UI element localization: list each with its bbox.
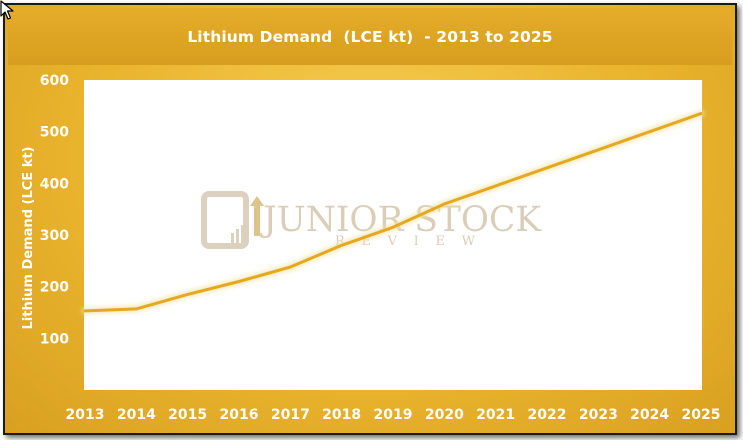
y-tick-label: 600 — [40, 73, 69, 89]
x-tick-label: 2019 — [374, 407, 413, 423]
x-tick-label: 2024 — [630, 407, 669, 423]
series-group — [81, 110, 705, 315]
x-tick-label: 2013 — [66, 407, 105, 423]
y-axis-label: Lithium Demand (LCE kt) — [21, 147, 36, 330]
x-axis-ticks: 2013 2014 2015 2016 2017 2018 2019 2020 2021 2022… — [66, 407, 721, 423]
x-tick-label: 2015 — [168, 407, 207, 423]
y-tick-label: 200 — [40, 280, 69, 296]
y-tick-label: 400 — [40, 176, 69, 192]
chart-title: Lithium Demand (LCE kt) - 2013 to 2025 — [187, 27, 553, 46]
x-tick-label: 2017 — [271, 407, 310, 423]
x-tick-label: 2022 — [528, 407, 567, 423]
y-tick-label: 300 — [40, 228, 69, 244]
mouse-pointer-icon — [0, 0, 14, 20]
x-tick-label: 2014 — [117, 407, 156, 423]
x-tick-label: 2025 — [682, 407, 721, 423]
title-bar: Lithium Demand (LCE kt) - 2013 to 2025 — [8, 8, 732, 65]
x-tick-label: 2023 — [579, 407, 618, 423]
watermark-logo-icon — [201, 191, 264, 249]
series-line — [83, 112, 703, 313]
x-tick-label: 2021 — [476, 407, 515, 423]
plot-area — [84, 80, 702, 390]
x-tick-label: 2018 — [322, 407, 361, 423]
x-tick-label: 2020 — [425, 407, 464, 423]
y-axis-ticks: 100 200 300 400 500 600 — [40, 73, 69, 347]
y-tick-label: 500 — [40, 125, 69, 141]
y-tick-label: 100 — [40, 331, 69, 347]
x-tick-label: 2016 — [220, 407, 259, 423]
